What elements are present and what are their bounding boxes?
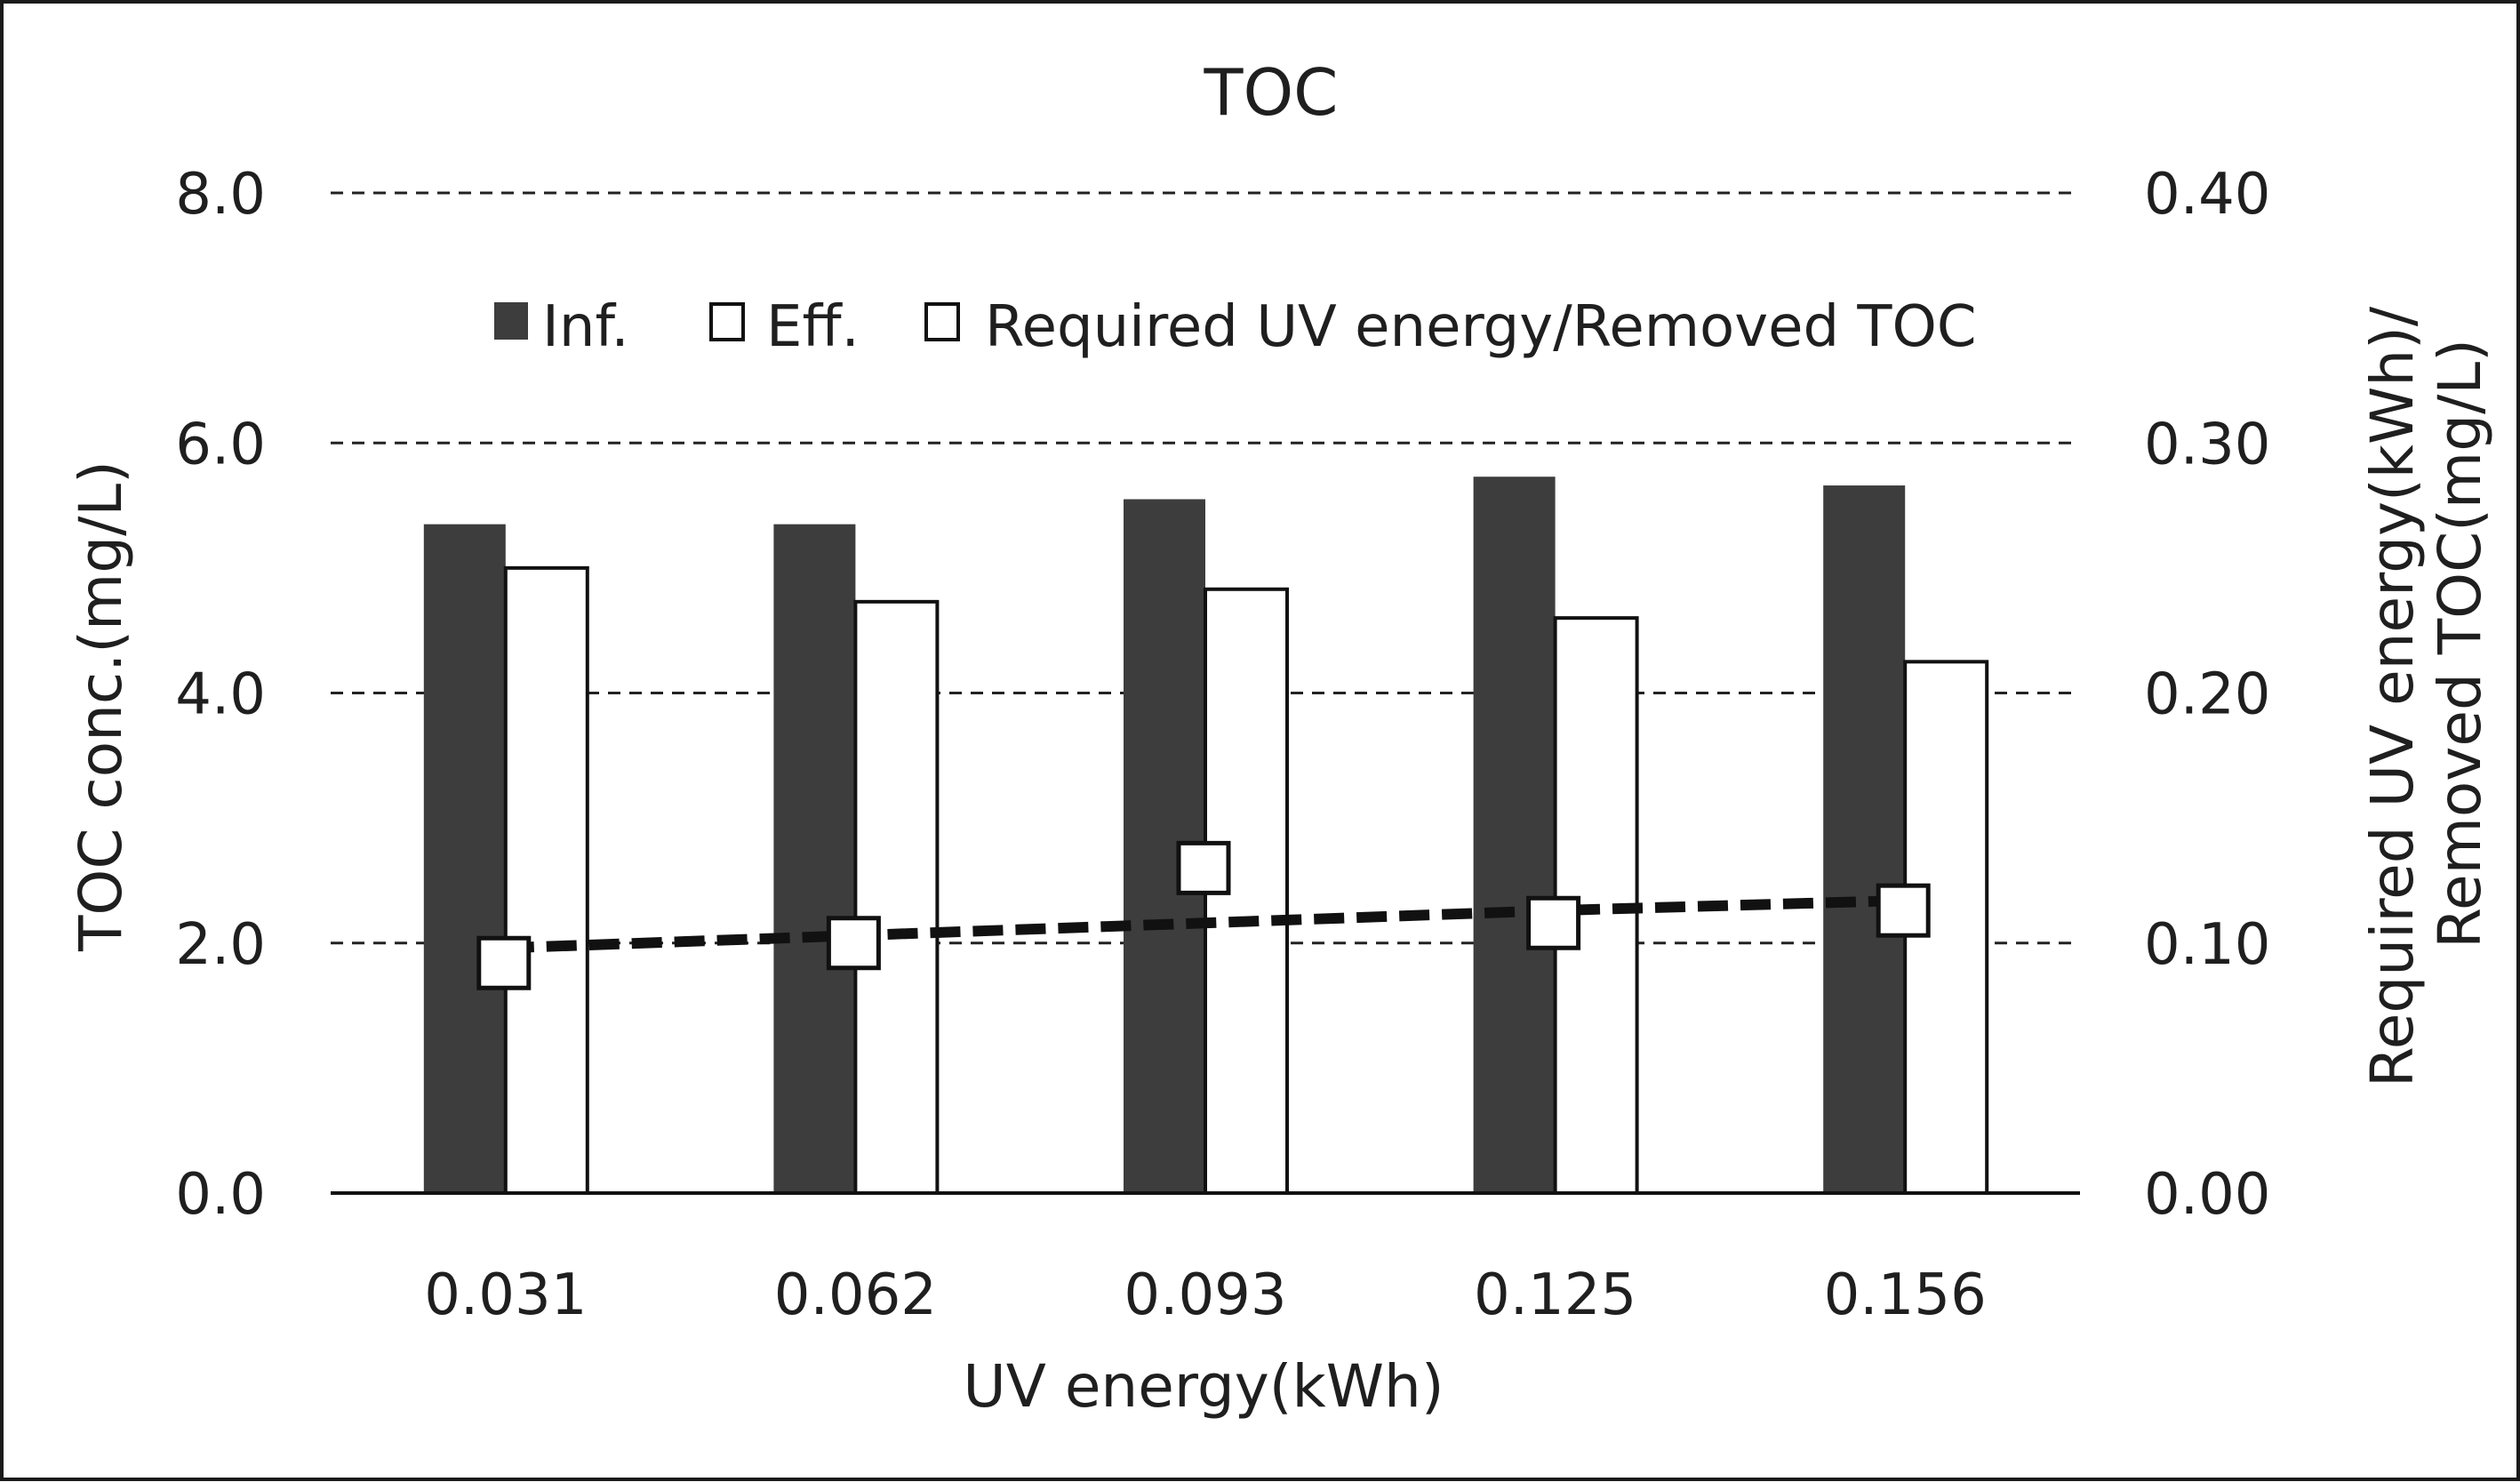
ratio-point (826, 916, 881, 971)
legend-swatch-eff (709, 302, 745, 341)
ratio-point (1176, 840, 1231, 895)
y2-tick-label: 0.30 (2144, 412, 2271, 477)
chart-title: TOC (1204, 55, 1339, 130)
x-tick-label: 0.156 (1824, 1262, 1987, 1328)
y-tick-label: 6.0 (175, 412, 266, 477)
trendline-group (503, 894, 1904, 954)
x-axis-tick-labels: 0.031 0.062 0.093 0.125 0.156 (424, 1262, 1987, 1328)
legend-swatch-ratio (924, 302, 960, 341)
legend-swatch-inf (494, 302, 528, 340)
toc-chart: 0.0 2.0 4.0 6.0 8.0 0.00 0.10 0.20 0.30 0.40 0.0… (67, 55, 2494, 1421)
y2-tick-label: 0.20 (2144, 662, 2271, 728)
y-tick-label: 4.0 (175, 662, 266, 728)
bar-eff (503, 565, 589, 1195)
legend-label-eff: Eff. (766, 294, 860, 360)
right-axis-tick-labels: 0.00 0.10 0.20 0.30 0.40 (2144, 162, 2271, 1228)
x-tick-label: 0.093 (1124, 1262, 1286, 1328)
y2-tick-label: 0.00 (2144, 1162, 2271, 1228)
ratio-points (476, 840, 1931, 990)
y-axis-title: TOC conc.(mg/L) (67, 461, 135, 952)
y2-axis-title-line2: Removed TOC(mg/L) (2426, 339, 2494, 949)
bar-eff (853, 599, 940, 1195)
legend-label-inf: Inf. (542, 294, 629, 360)
x-axis-title: UV energy(kWh) (963, 1352, 1444, 1421)
bar-series (423, 477, 1989, 1195)
ratio-point (476, 935, 532, 990)
bar-inf (773, 524, 856, 1193)
x-tick-label: 0.125 (1474, 1262, 1636, 1328)
x-tick-label: 0.062 (774, 1262, 937, 1328)
left-axis-tick-labels: 0.0 2.0 4.0 6.0 8.0 (175, 162, 266, 1228)
bar-inf (423, 524, 506, 1193)
legend: Inf. Eff. Required UV energy/Removed TOC (494, 294, 1977, 360)
x-tick-label: 0.031 (424, 1262, 587, 1328)
y2-axis-title-line1: Required UV energy(kWh)/ (2358, 306, 2427, 1087)
legend-label-ratio: Required UV energy/Removed TOC (985, 294, 1977, 360)
trendline (503, 894, 1904, 954)
bar-inf (1473, 477, 1556, 1193)
y2-tick-label: 0.40 (2144, 162, 2271, 228)
ratio-point (1526, 895, 1581, 950)
y-tick-label: 0.0 (175, 1162, 266, 1228)
y-tick-label: 2.0 (175, 912, 266, 978)
ratio-point (1876, 883, 1931, 938)
y-tick-label: 8.0 (175, 162, 266, 228)
y2-tick-label: 0.10 (2144, 912, 2271, 978)
bar-inf (1823, 485, 1906, 1193)
